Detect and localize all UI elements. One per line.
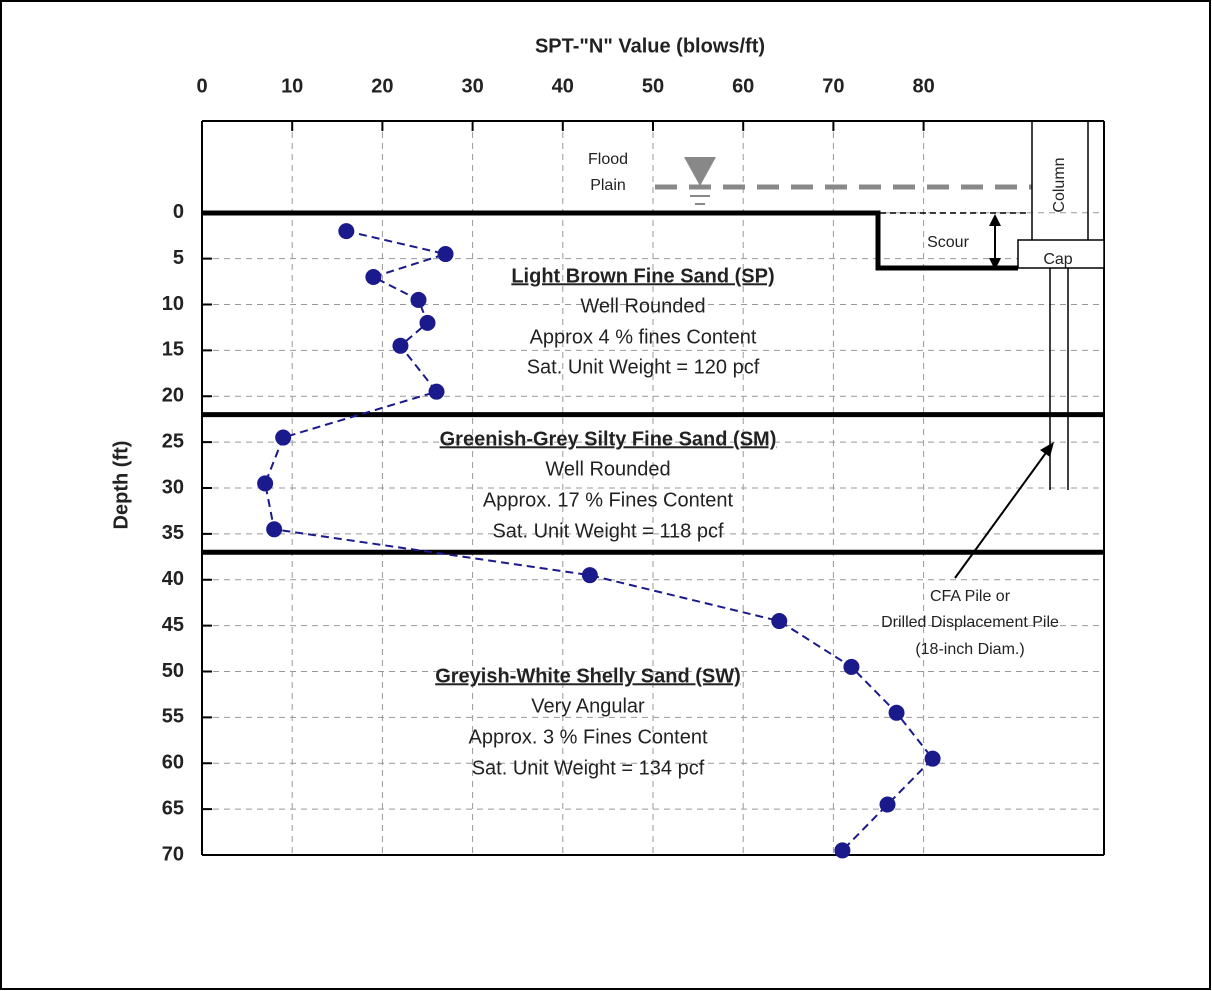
chart: 0 10 20 30 40 50 60 70 80 0 5 10 15 20 25 30 35 40 45 50 55 6… <box>0 0 1212 991</box>
flood-label: Plain <box>590 177 626 194</box>
flood-label: Flood <box>588 151 628 168</box>
layer-note: Approx 4 % fines Content <box>530 326 757 348</box>
y-tick-label: 40 <box>162 568 184 590</box>
pile-label: CFA Pile or <box>930 588 1011 605</box>
x-tick-label: 20 <box>371 75 393 97</box>
layer-note: Sat. Unit Weight = 120 pcf <box>527 356 760 378</box>
data-point <box>275 430 291 446</box>
data-point <box>834 842 850 858</box>
data-point <box>889 705 905 721</box>
layer-note: Approx. 17 % Fines Content <box>483 489 734 511</box>
data-point <box>257 475 273 491</box>
y-tick-label: 70 <box>162 843 184 865</box>
data-point <box>771 613 787 629</box>
data-point <box>392 338 408 354</box>
x-tick-label: 80 <box>912 75 934 97</box>
y-tick-label: 60 <box>162 752 184 774</box>
chart-title: SPT-"N" Value (blows/ft) <box>535 35 765 57</box>
y-tick-label: 45 <box>162 614 184 636</box>
data-point <box>266 521 282 537</box>
pile-arrow <box>1040 442 1054 457</box>
data-point <box>338 223 354 239</box>
y-tick-label: 25 <box>162 430 184 452</box>
layer-title: Light Brown Fine Sand (SP) <box>511 265 774 287</box>
data-point <box>438 246 454 262</box>
data-point <box>925 751 941 767</box>
data-point <box>420 315 436 331</box>
pile-label: Drilled Displacement Pile <box>881 614 1059 631</box>
y-tick-label: 15 <box>162 339 184 361</box>
layer-note: Very Angular <box>531 695 645 717</box>
layer-note: Approx. 3 % Fines Content <box>468 726 707 748</box>
x-tick-label: 10 <box>281 75 303 97</box>
y-tick-label: 5 <box>173 247 184 269</box>
pile-label: (18-inch Diam.) <box>915 641 1024 658</box>
scour-label: Scour <box>927 234 969 251</box>
y-tick-label: 10 <box>162 293 184 315</box>
column-label: Column <box>1051 157 1068 212</box>
data-point <box>880 797 896 813</box>
x-tick-label: 0 <box>196 75 207 97</box>
flood-marker <box>684 157 716 186</box>
scour-arrow <box>989 214 1001 226</box>
y-tick-label: 65 <box>162 797 184 819</box>
x-tick-label: 60 <box>732 75 754 97</box>
x-tick-label: 30 <box>461 75 483 97</box>
data-point <box>582 567 598 583</box>
x-tick-label: 40 <box>552 75 574 97</box>
data-point <box>429 384 445 400</box>
ground-line <box>202 213 1018 268</box>
data-point <box>365 269 381 285</box>
layer-note: Well Rounded <box>580 295 705 317</box>
y-tick-label: 0 <box>173 201 184 223</box>
x-tick-label: 50 <box>642 75 664 97</box>
x-tick-label: 70 <box>822 75 844 97</box>
cap-label: Cap <box>1043 251 1072 268</box>
layer-note: Sat. Unit Weight = 118 pcf <box>492 520 723 542</box>
pile-arrow <box>955 450 1048 578</box>
layer-title: Greyish-White Shelly Sand (SW) <box>435 665 741 687</box>
y-axis-label: Depth (ft) <box>110 441 132 530</box>
y-tick-label: 20 <box>162 385 184 407</box>
y-tick-label: 55 <box>162 706 184 728</box>
layer-title: Greenish-Grey Silty Fine Sand (SM) <box>440 428 777 450</box>
layer-note: Well Rounded <box>545 458 670 480</box>
data-point <box>410 292 426 308</box>
y-tick-label: 35 <box>162 522 184 544</box>
data-point <box>843 659 859 675</box>
y-tick-label: 30 <box>162 476 184 498</box>
y-tick-label: 50 <box>162 660 184 682</box>
layer-note: Sat. Unit Weight = 134 pcf <box>472 757 705 779</box>
